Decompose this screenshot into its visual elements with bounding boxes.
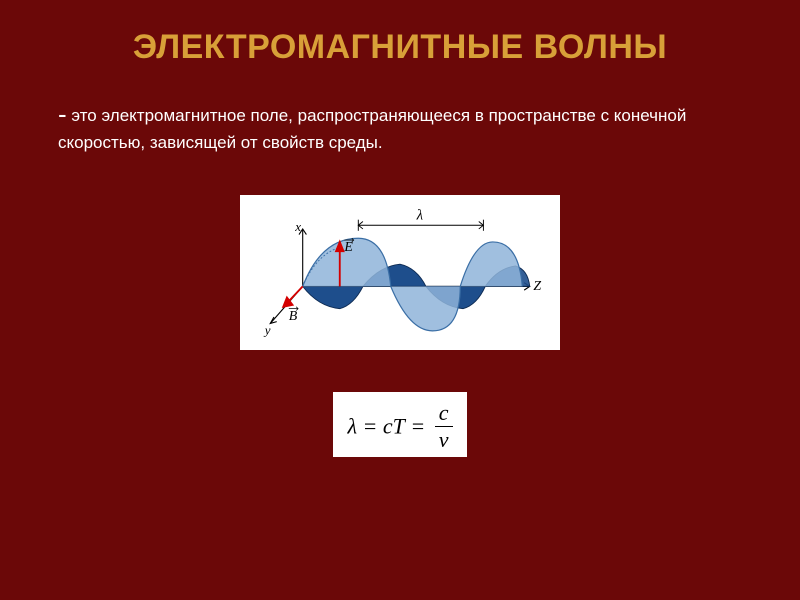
axis-y-label: y (263, 323, 271, 338)
e-field-label: E (343, 240, 353, 255)
em-wave-diagram: λ x y Z (240, 195, 560, 350)
formula-eq1: = (357, 414, 383, 439)
diagram-container: λ x y Z (40, 195, 760, 350)
definition-body: это электромагнитное поле, распространяю… (58, 106, 686, 152)
definition-text: - это электромагнитное поле, распростран… (58, 97, 760, 155)
slide: ЭЛЕКТРОМАГНИТНЫЕ ВОЛНЫ - это электромагн… (0, 0, 800, 600)
formula-numerator: c (435, 402, 453, 427)
axis-x-label: x (294, 219, 301, 234)
b-field-label: B (289, 309, 298, 324)
formula-lhs: λ (347, 414, 357, 439)
lambda-label: λ (416, 208, 424, 224)
formula-eq2: = (405, 414, 431, 439)
formula-fraction: cv (435, 402, 453, 451)
slide-title: ЭЛЕКТРОМАГНИТНЫЕ ВОЛНЫ (40, 28, 760, 67)
formula-denominator: v (435, 427, 453, 451)
axis-z-label: Z (533, 279, 541, 294)
b-vector-arrow (283, 286, 302, 306)
definition-dash: - (58, 99, 67, 129)
em-wave-svg: λ x y Z (250, 203, 550, 342)
formula-mid: cT (383, 414, 405, 439)
formula-container: λ = cT = cv (40, 392, 760, 457)
wavelength-formula: λ = cT = cv (333, 392, 466, 457)
